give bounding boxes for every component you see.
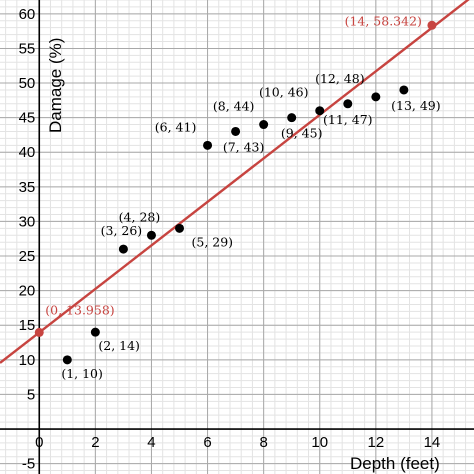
data-point	[259, 120, 269, 130]
data-point	[287, 113, 297, 123]
x-tick-label: 10	[311, 434, 328, 451]
data-point	[118, 244, 128, 254]
y-tick-label: 50	[19, 75, 36, 92]
y-tick-label: 45	[19, 110, 36, 127]
regression-point-label: (14, 58.342)	[345, 13, 422, 28]
y-tick-label: 25	[19, 248, 36, 265]
y-tick-label: 40	[19, 144, 36, 161]
x-tick-label: 0	[35, 434, 43, 451]
data-point-label: (6, 41)	[155, 119, 197, 134]
data-point	[175, 223, 185, 233]
y-tick-label: 5	[27, 386, 35, 403]
x-tick-label: 14	[424, 434, 441, 451]
regression-line-group: (0, 13.958) (14, 58.342)	[0, 0, 470, 364]
y-tick-label: 10	[19, 352, 36, 369]
data-point-label: (2, 14)	[98, 338, 140, 353]
data-point-label: (4, 28)	[119, 209, 161, 224]
y-tick-label: -5	[22, 456, 35, 473]
data-point	[90, 327, 100, 337]
x-axis-label: Depth (feet)	[350, 454, 440, 473]
data-point-label: (9, 45)	[281, 126, 323, 141]
x-tick-label: 6	[203, 434, 211, 451]
data-point	[399, 85, 409, 95]
data-point-label: (10, 46)	[259, 85, 309, 100]
y-tick-label: 30	[19, 213, 36, 230]
regression-point-label: (0, 13.958)	[45, 302, 114, 317]
y-tick-label: 55	[19, 40, 36, 57]
x-tick-label: 4	[147, 434, 155, 451]
tick-labels: 0 2 4 6 8 10 12 14 -5 5 10 15 20 25 30 35 40 45 50 55 60	[19, 6, 441, 473]
data-point-label: (1, 10)	[61, 366, 103, 381]
y-tick-label: 20	[19, 283, 36, 300]
data-point-label: (13, 49)	[391, 98, 441, 113]
point-labels: (1, 10) (2, 14) (3, 26)(4, 28) (5, 29) (6, 4…	[61, 71, 440, 381]
data-point	[231, 126, 241, 136]
data-point	[371, 92, 381, 102]
data-point	[315, 106, 325, 116]
data-point	[343, 99, 353, 109]
data-point	[146, 230, 156, 240]
data-point	[203, 140, 213, 150]
regression-marked-point	[427, 20, 437, 30]
y-tick-label: 35	[19, 179, 36, 196]
regression-marked-point	[34, 327, 44, 337]
data-point-label: (12, 48)	[315, 71, 365, 86]
x-tick-label: 2	[91, 434, 99, 451]
data-point-label: (11, 47)	[323, 112, 373, 127]
y-axis-label: Damage (%)	[46, 38, 65, 133]
x-tick-label: 12	[367, 434, 384, 451]
regression-line	[0, 0, 470, 364]
data-point	[62, 355, 72, 365]
data-point-label: (3, 26)	[101, 223, 143, 238]
y-tick-label: 15	[19, 317, 36, 334]
data-points	[62, 85, 409, 365]
data-point-label: (7, 43)	[223, 139, 265, 154]
x-tick-label: 8	[259, 434, 267, 451]
data-point-label: (8, 44)	[213, 99, 255, 114]
y-tick-label: 60	[19, 6, 36, 23]
data-point-label: (5, 29)	[192, 234, 234, 249]
